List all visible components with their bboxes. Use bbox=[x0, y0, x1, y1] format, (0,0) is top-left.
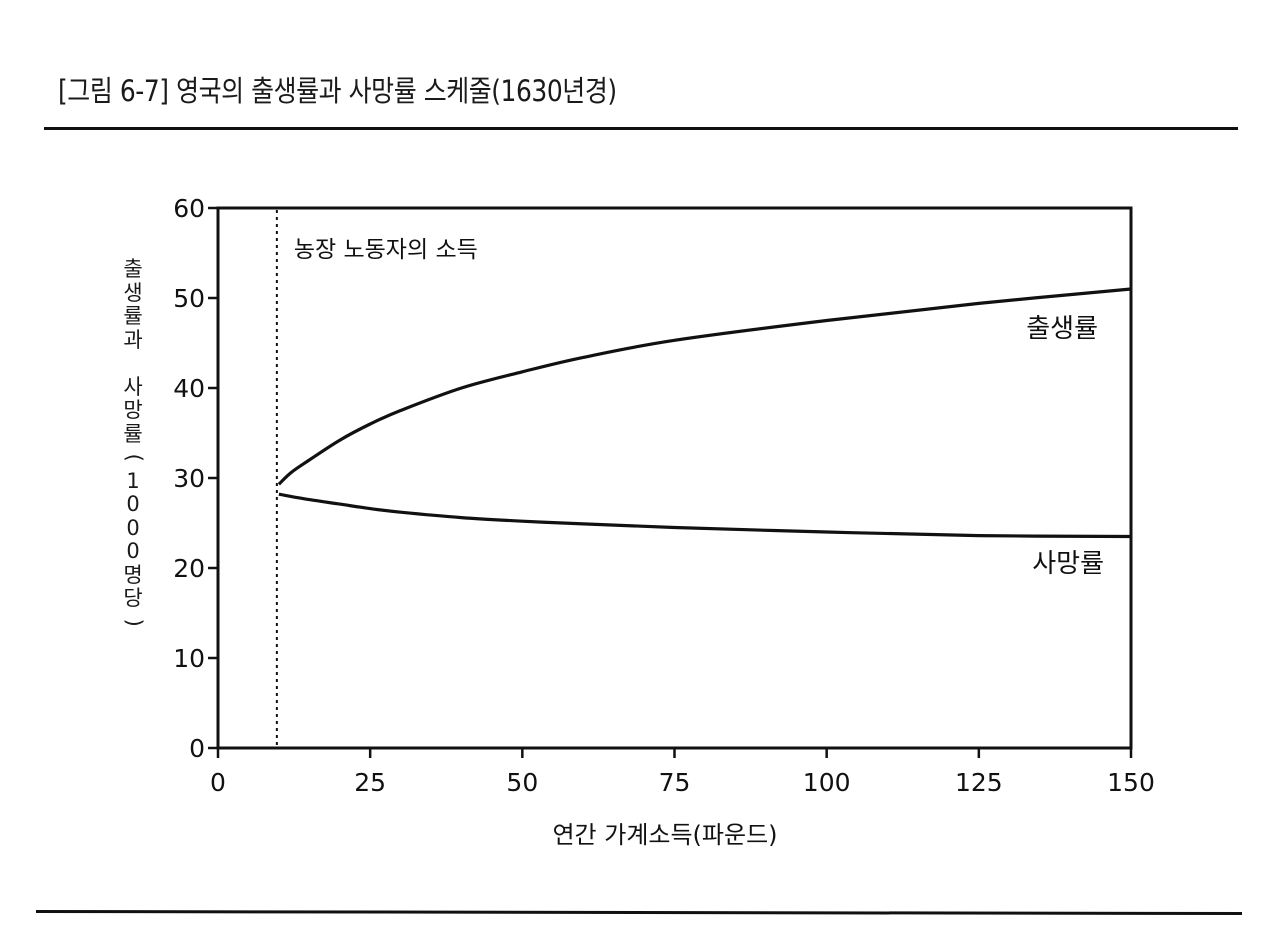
x-tick-label: 125 bbox=[955, 768, 1003, 797]
death-rate-curve bbox=[278, 492, 1132, 539]
death-rate-label: 사망률 bbox=[1032, 549, 1104, 579]
axes bbox=[216, 206, 1133, 750]
birth-rate-curve bbox=[277, 287, 1132, 486]
y-tick-label: 50 bbox=[173, 284, 205, 313]
y-axis-label-char: 률 bbox=[123, 304, 143, 329]
y-axis-label-char: 당 bbox=[123, 586, 143, 611]
x-tick-label: 75 bbox=[659, 768, 691, 797]
x-tick-label: 150 bbox=[1107, 768, 1155, 797]
y-axis-label-char: 생 bbox=[123, 280, 143, 305]
x-tick-label: 25 bbox=[354, 768, 386, 797]
title-divider bbox=[44, 127, 1238, 130]
y-tick-label: 40 bbox=[173, 374, 205, 403]
y-tick-label: 0 bbox=[189, 734, 205, 763]
birth-rate-label: 출생률 bbox=[1026, 314, 1098, 344]
plot-frame bbox=[216, 206, 1133, 750]
y-tick-label: 30 bbox=[173, 464, 205, 493]
figure-title: [그림 6-7] 영국의 출생률과 사망률 스케줄(1630년경) bbox=[58, 74, 617, 108]
y-axis-label-char: 망 bbox=[123, 398, 143, 423]
y-tick-label: 20 bbox=[173, 554, 205, 583]
y-tick-label: 60 bbox=[173, 194, 205, 223]
y-axis-label-char: 1 bbox=[126, 468, 140, 493]
y-axis-label-char: 사 bbox=[123, 374, 143, 399]
y-axis-label-char: 과 bbox=[123, 327, 143, 352]
y-axis-label-char: 0 bbox=[126, 492, 140, 517]
x-tick-label: 100 bbox=[803, 768, 851, 797]
x-tick-label: 50 bbox=[506, 768, 538, 797]
x-axis-label: 연간 가계소득(파운드) bbox=[552, 821, 777, 849]
x-tick-label: 0 bbox=[210, 768, 226, 797]
y-axis-label-char: 0 bbox=[126, 515, 140, 540]
y-axis-label-char: 률 bbox=[123, 421, 143, 446]
y-axis-label-char: 출 bbox=[123, 257, 143, 281]
farm-income-label: 농장 노동자의 소득 bbox=[294, 237, 478, 263]
y-tick-label: 10 bbox=[173, 644, 205, 673]
tick-marks: 0 10 20 30 40 50 60 0 25 50 75 100 125 150 bbox=[173, 194, 1155, 797]
y-axis-label-char: 명 bbox=[123, 562, 143, 587]
y-axis-label-char: 0 bbox=[126, 539, 140, 564]
